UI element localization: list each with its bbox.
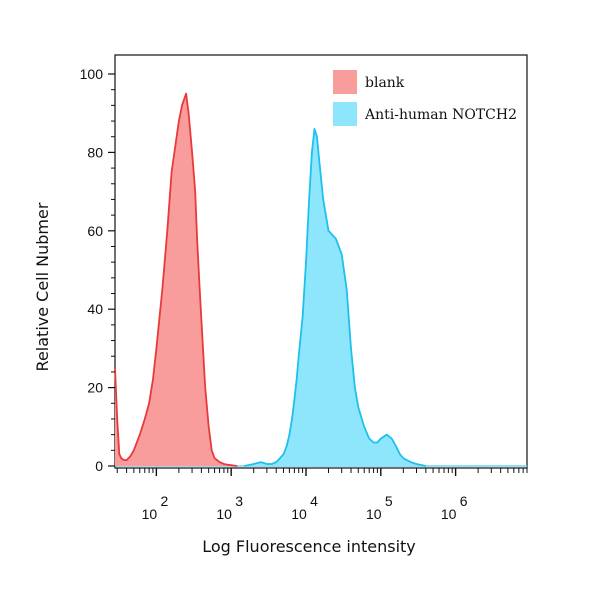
- y-tick-label: 60: [87, 223, 103, 239]
- x-tick-base: 10: [441, 506, 457, 522]
- series-line-0: [114, 92, 238, 467]
- series-area-0: [115, 93, 238, 466]
- x-tick-label: 106: [441, 493, 468, 522]
- x-tick-exponent: 6: [460, 493, 468, 509]
- x-tick-label: 105: [366, 493, 393, 522]
- plot-frame: [114, 54, 528, 469]
- y-tick-label: 100: [80, 66, 104, 82]
- x-tick-exponent: 5: [385, 493, 393, 509]
- y-tick-label: 0: [95, 458, 103, 474]
- x-tick-exponent: 4: [310, 493, 318, 509]
- x-tick-label: 103: [216, 493, 243, 522]
- x-tick-exponent: 2: [160, 493, 168, 509]
- x-axis-label: Log Fluorescence intensity: [202, 537, 416, 556]
- x-tick-label: 102: [142, 493, 169, 522]
- y-axis-label: Relative Cell Nubmer: [33, 202, 52, 371]
- x-tick-base: 10: [142, 506, 158, 522]
- x-tick-base: 10: [291, 506, 307, 522]
- series-line-1: [244, 128, 426, 467]
- x-tick-label: 104: [291, 493, 318, 522]
- series-area-1: [244, 128, 426, 466]
- legend-swatch-0: [333, 70, 357, 94]
- legend-label-1: Anti-human NOTCH2: [364, 107, 517, 123]
- y-axis-ticks: 0 20 40 60 80 100: [80, 66, 115, 474]
- x-tick-exponent: 3: [235, 493, 243, 509]
- x-tick-base: 10: [216, 506, 232, 522]
- x-tick-base: 10: [366, 506, 382, 522]
- y-tick-label: 40: [87, 301, 103, 317]
- histogram-areas: [114, 92, 527, 467]
- y-tick-label: 20: [87, 380, 103, 396]
- y-tick-label: 80: [87, 144, 103, 160]
- legend-label-0: blank: [365, 75, 405, 91]
- legend: blank Anti-human NOTCH2: [333, 70, 517, 126]
- legend-swatch-1: [333, 102, 357, 126]
